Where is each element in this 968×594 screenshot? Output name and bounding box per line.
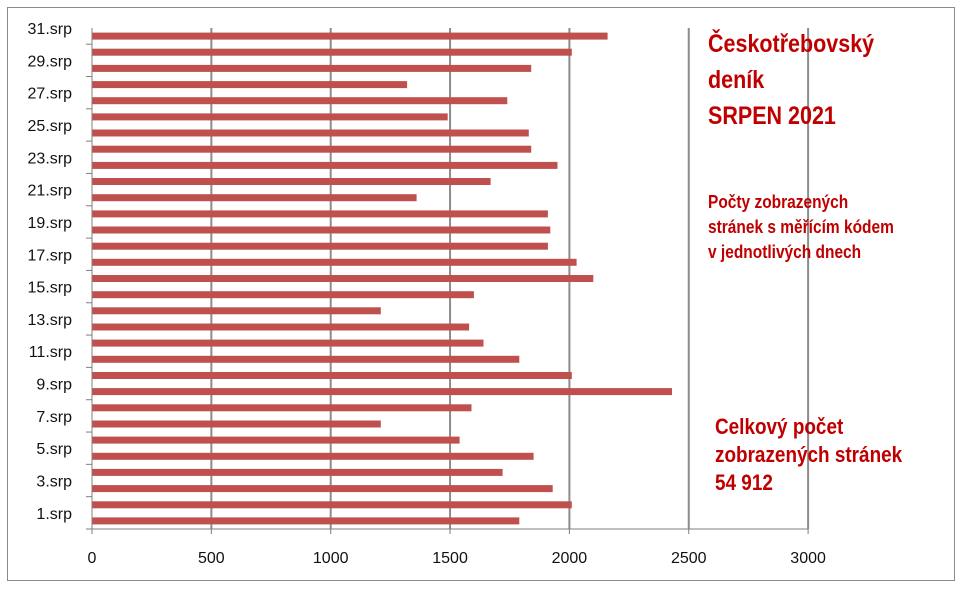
- y-tick-label-7.srp: 7.srp: [36, 409, 72, 426]
- y-tick-label-25.srp: 25.srp: [28, 118, 73, 135]
- bar-27.srp: [92, 97, 508, 105]
- bar-6.srp: [92, 436, 460, 444]
- bar-4.srp: [92, 468, 503, 476]
- bar-22.srp: [92, 178, 491, 185]
- x-tick-label-1500: 1500: [432, 550, 468, 567]
- y-tick-label-13.srp: 13.srp: [28, 312, 73, 329]
- bar-5.srp: [92, 452, 534, 460]
- bar-8.srp: [92, 404, 472, 412]
- y-tick-label-5.srp: 5.srp: [36, 441, 72, 458]
- bar-20.srp: [92, 210, 548, 218]
- x-tick-label-1000: 1000: [313, 550, 349, 567]
- total-pages-note: Celkový počet zobrazených stránek 54 912: [715, 413, 902, 497]
- y-tick-label-21.srp: 21.srp: [28, 183, 73, 200]
- bar-21.srp: [92, 194, 417, 202]
- bar-2.srp: [92, 501, 572, 509]
- total-line-2: zobrazených stránek: [715, 442, 903, 467]
- bar-10.srp: [92, 372, 572, 379]
- bar-3.srp: [92, 485, 553, 493]
- subtitle-line-2: stránek s měřícím kódem: [708, 217, 894, 237]
- bar-9.srp: [92, 388, 672, 396]
- bar-17.srp: [92, 258, 577, 266]
- bar-23.srp: [92, 161, 558, 169]
- bar-29.srp: [92, 64, 532, 72]
- bar-13.srp: [92, 323, 470, 331]
- bar-18.srp: [92, 242, 548, 250]
- bar-28.srp: [92, 81, 408, 89]
- y-tick-label-3.srp: 3.srp: [36, 474, 72, 491]
- bar-26.srp: [92, 113, 448, 121]
- bar-7.srp: [92, 420, 381, 428]
- title-line-3: SRPEN 2021: [708, 102, 836, 130]
- bar-11.srp: [92, 355, 520, 363]
- y-tick-label-15.srp: 15.srp: [28, 280, 73, 297]
- x-tick-label-3000: 3000: [790, 550, 826, 567]
- chart-title: Českotřebovský deník SRPEN 2021: [708, 26, 874, 134]
- total-line-1: Celkový počet: [715, 414, 844, 439]
- bar-24.srp: [92, 145, 532, 153]
- bar-16.srp: [92, 275, 594, 282]
- bar-15.srp: [92, 291, 474, 299]
- bar-25.srp: [92, 129, 529, 137]
- y-tick-label-27.srp: 27.srp: [28, 86, 73, 103]
- x-tick-label-0: 0: [88, 550, 97, 567]
- bar-1.srp: [92, 517, 520, 525]
- x-tick-label-2500: 2500: [671, 550, 707, 567]
- y-tick-label-1.srp: 1.srp: [36, 506, 72, 523]
- x-tick-label-2000: 2000: [552, 550, 588, 567]
- y-tick-label-19.srp: 19.srp: [28, 215, 73, 232]
- total-value: 54 912: [715, 470, 773, 495]
- y-tick-label-9.srp: 9.srp: [36, 377, 72, 394]
- subtitle-line-3: v jednotlivých dnech: [708, 242, 862, 262]
- bar-12.srp: [92, 339, 484, 347]
- y-tick-label-23.srp: 23.srp: [28, 150, 73, 167]
- title-line-1: Českotřebovský: [708, 30, 875, 58]
- bar-30.srp: [92, 48, 572, 56]
- y-tick-label-11.srp: 11.srp: [29, 344, 72, 361]
- bar-14.srp: [92, 307, 381, 315]
- y-tick-label-17.srp: 17.srp: [28, 247, 73, 264]
- bar-31.srp: [92, 32, 608, 40]
- bar-19.srp: [92, 226, 551, 234]
- chart-subtitle: Počty zobrazených stránek s měřícím kóde…: [708, 190, 894, 265]
- x-tick-label-500: 500: [198, 550, 225, 567]
- subtitle-line-1: Počty zobrazených: [708, 192, 849, 212]
- y-tick-label-29.srp: 29.srp: [28, 53, 73, 70]
- title-line-2: deník: [708, 66, 765, 94]
- y-tick-label-31.srp: 31.srp: [28, 21, 73, 38]
